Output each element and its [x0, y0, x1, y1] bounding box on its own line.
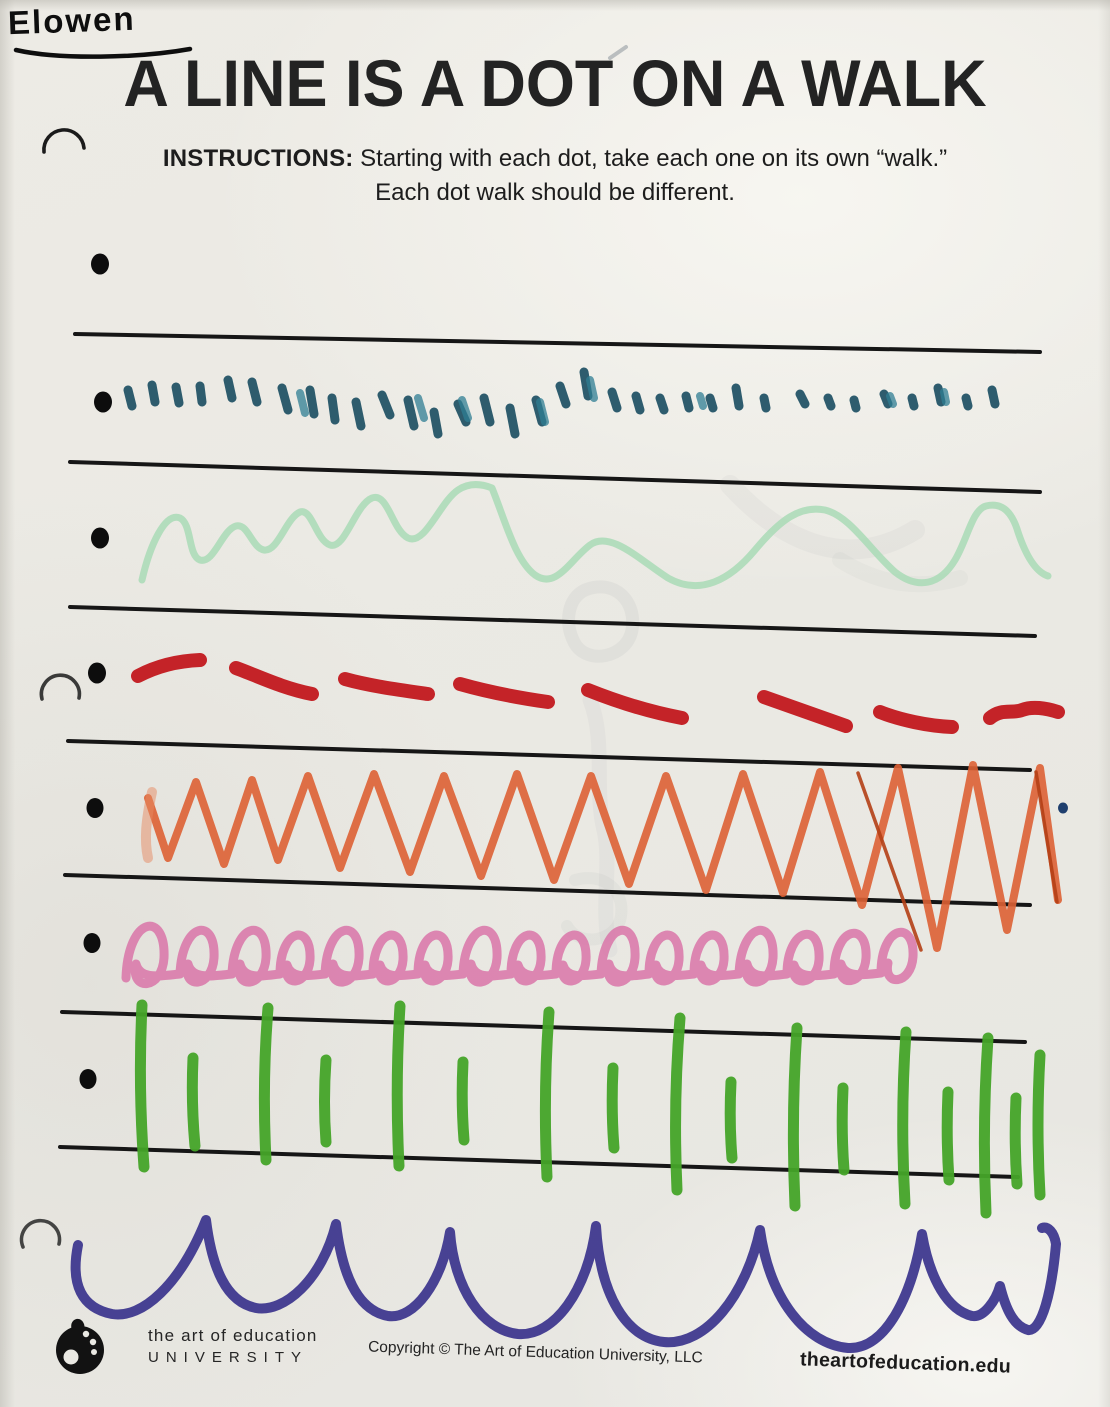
start-dot-3: [91, 527, 109, 549]
starting-dots: [79, 253, 112, 1089]
drawing-orange-smudge: [140, 787, 157, 863]
start-dot-1: [91, 253, 109, 275]
logo-palette-tail: [71, 1318, 85, 1334]
instructions-text2: Each dot walk should be different.: [375, 179, 735, 207]
brand-text-block: the art of education UNIVERSITY: [148, 1326, 318, 1366]
start-dot-7: [79, 1069, 97, 1089]
ruled-line-1: [73, 332, 1042, 354]
page-title: A LINE IS A DOT ON A WALK: [123, 47, 987, 121]
ruled-line-4: [66, 739, 1032, 772]
drawing-indigo-scallops: [70, 1215, 1061, 1353]
drawing-red-dashes: [131, 653, 1065, 734]
ghost-bleedthrough-marks: [561, 475, 968, 958]
logo-dot-2: [89, 1338, 97, 1346]
hole-punch-mark-2: [39, 673, 82, 701]
instructions-line1: INSTRUCTIONS: Starting with each dot, ta…: [0, 142, 1110, 176]
drawing-orange-zigzag: [144, 761, 1062, 952]
instructions-block: INSTRUCTIONS: Starting with each dot, ta…: [0, 142, 1110, 210]
logo-palette-body: [56, 1326, 104, 1374]
start-dot-6: [83, 933, 101, 953]
ghost-smudge-1: [720, 475, 925, 560]
student-name-handwriting: Elowen: [7, 0, 137, 42]
logo-dot-1: [82, 1330, 90, 1338]
drawing-mint-wave: [138, 481, 1052, 590]
ghost-stroke-1: [582, 692, 618, 958]
instructions-label: INSTRUCTIONS:: [162, 145, 354, 172]
start-dot-4: [88, 662, 106, 684]
start-dot-5: [86, 798, 104, 818]
logo-thumb-hole: [63, 1349, 79, 1365]
drawing-orange-zigzag-overlay: [856, 770, 1059, 952]
hole-punch-mark-1: [42, 128, 86, 154]
ruled-line-3: [68, 605, 1037, 638]
logo-dot-3: [91, 1349, 97, 1355]
brand-university: UNIVERSITY: [148, 1349, 309, 1366]
ruled-line-7: [58, 1145, 1020, 1179]
ghost-circle-1: [562, 580, 640, 663]
drawing-green-verticals: [134, 999, 1046, 1219]
ruled-line-2: [68, 460, 1042, 494]
start-dot-2: [94, 391, 112, 413]
hole-punch-mark-3: [19, 1218, 62, 1249]
stray-pencil-mark: [608, 45, 628, 60]
drawing-teal-dabs: [123, 367, 1000, 439]
drawing-teal-dabs-light: [296, 376, 950, 426]
name-underline-stroke: [13, 46, 193, 59]
stray-ink-dot: [1058, 802, 1068, 814]
drawing-pink-loops: [121, 921, 918, 988]
instructions-text1: Starting with each dot, take each one on…: [360, 145, 948, 172]
art-of-education-logo-icon: [56, 1318, 104, 1374]
ruled-line-5: [63, 873, 1032, 907]
ghost-smudge-2: [832, 552, 968, 593]
brand-name: the art of education: [148, 1326, 318, 1345]
